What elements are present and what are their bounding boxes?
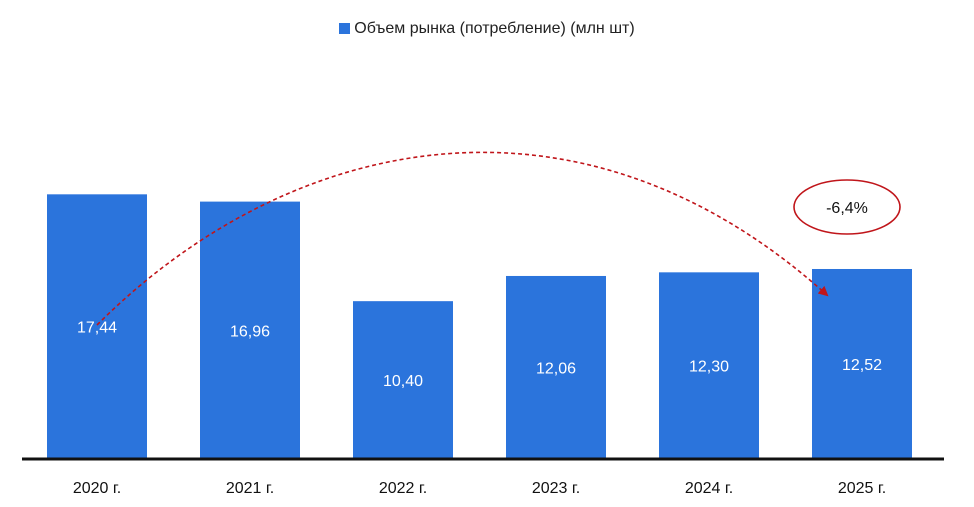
legend-label: Объем рынка (потребление) (млн шт) <box>354 20 635 37</box>
bar <box>812 268 912 459</box>
data-label: 12,06 <box>536 360 576 377</box>
x-tick-label: 2024 г. <box>685 480 733 497</box>
bar <box>659 272 759 459</box>
data-label: 17,44 <box>77 320 117 337</box>
data-label: 12,30 <box>689 359 729 376</box>
legend-swatch <box>339 23 351 34</box>
bar <box>200 201 300 459</box>
x-tick-label: 2021 г. <box>226 480 274 497</box>
legend: Объем рынка (потребление) (млн шт) <box>0 20 974 38</box>
x-tick-label: 2020 г. <box>73 480 121 497</box>
x-tick-label: 2025 г. <box>838 480 886 497</box>
annotation-ellipse <box>793 179 901 235</box>
trend-arrow <box>96 151 829 326</box>
data-label: 12,52 <box>842 357 882 374</box>
bar <box>353 301 453 459</box>
x-tick-label: 2023 г. <box>532 480 580 497</box>
bar <box>47 194 147 459</box>
data-label: 10,40 <box>383 373 423 390</box>
annotation-text: -6,4% <box>826 200 868 217</box>
x-tick-label: 2022 г. <box>379 480 427 497</box>
bar <box>506 275 606 459</box>
data-label: 16,96 <box>230 323 270 340</box>
